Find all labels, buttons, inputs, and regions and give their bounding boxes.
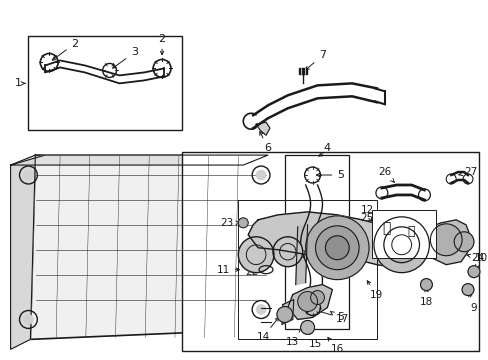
Circle shape — [420, 279, 431, 291]
Polygon shape — [281, 300, 293, 324]
Text: 12: 12 — [360, 205, 373, 221]
Bar — [238, 200, 376, 339]
Circle shape — [23, 170, 33, 180]
Bar — [28, 36, 182, 130]
Circle shape — [300, 320, 314, 334]
Circle shape — [461, 284, 473, 296]
Polygon shape — [30, 155, 267, 339]
Text: 3: 3 — [113, 48, 138, 68]
Circle shape — [297, 292, 317, 311]
Text: 4: 4 — [323, 143, 330, 153]
Bar — [298, 68, 306, 75]
Text: 17: 17 — [330, 311, 348, 324]
Text: 21: 21 — [243, 243, 262, 253]
Text: ⓔ: ⓔ — [382, 221, 390, 235]
Circle shape — [315, 226, 358, 270]
Text: 25: 25 — [360, 213, 378, 226]
Circle shape — [276, 306, 292, 323]
Bar — [285, 155, 348, 329]
Polygon shape — [256, 122, 269, 135]
Text: 15: 15 — [308, 331, 322, 349]
Text: 19: 19 — [366, 281, 383, 300]
Circle shape — [310, 291, 324, 305]
Circle shape — [373, 217, 428, 273]
Text: 5: 5 — [316, 310, 344, 323]
Text: 23: 23 — [220, 218, 239, 228]
Text: 27: 27 — [458, 167, 477, 177]
Text: 16: 16 — [327, 337, 343, 354]
Text: 8: 8 — [323, 163, 330, 173]
Text: ⓔ: ⓔ — [407, 225, 414, 238]
Text: 24: 24 — [466, 253, 484, 263]
Text: 14: 14 — [256, 318, 278, 342]
Text: 26: 26 — [377, 167, 393, 182]
Text: 2: 2 — [52, 39, 79, 60]
Circle shape — [272, 237, 302, 267]
Circle shape — [256, 305, 265, 315]
Circle shape — [429, 224, 461, 256]
Text: 13: 13 — [285, 325, 303, 347]
Circle shape — [325, 236, 348, 260]
Circle shape — [305, 216, 368, 280]
Polygon shape — [424, 220, 470, 265]
Bar — [371, 210, 435, 258]
Text: 9: 9 — [468, 293, 476, 312]
Text: 10: 10 — [473, 253, 487, 268]
Bar — [182, 152, 478, 351]
Text: 11: 11 — [216, 265, 239, 275]
Text: 1: 1 — [15, 78, 22, 88]
Circle shape — [23, 315, 33, 324]
Text: 22: 22 — [245, 267, 264, 276]
Circle shape — [383, 227, 419, 263]
Text: 18: 18 — [419, 288, 432, 306]
Polygon shape — [287, 285, 332, 319]
Text: 5: 5 — [316, 170, 344, 180]
Text: 6: 6 — [259, 132, 271, 153]
Polygon shape — [11, 155, 35, 349]
Circle shape — [453, 232, 473, 252]
Polygon shape — [295, 225, 307, 285]
Text: 7: 7 — [305, 50, 325, 70]
Circle shape — [467, 266, 479, 278]
Text: 20: 20 — [286, 250, 305, 260]
Text: 2: 2 — [158, 33, 165, 55]
Polygon shape — [248, 212, 421, 268]
Polygon shape — [11, 155, 267, 165]
Circle shape — [238, 218, 248, 228]
Circle shape — [238, 237, 273, 273]
Circle shape — [256, 170, 265, 180]
